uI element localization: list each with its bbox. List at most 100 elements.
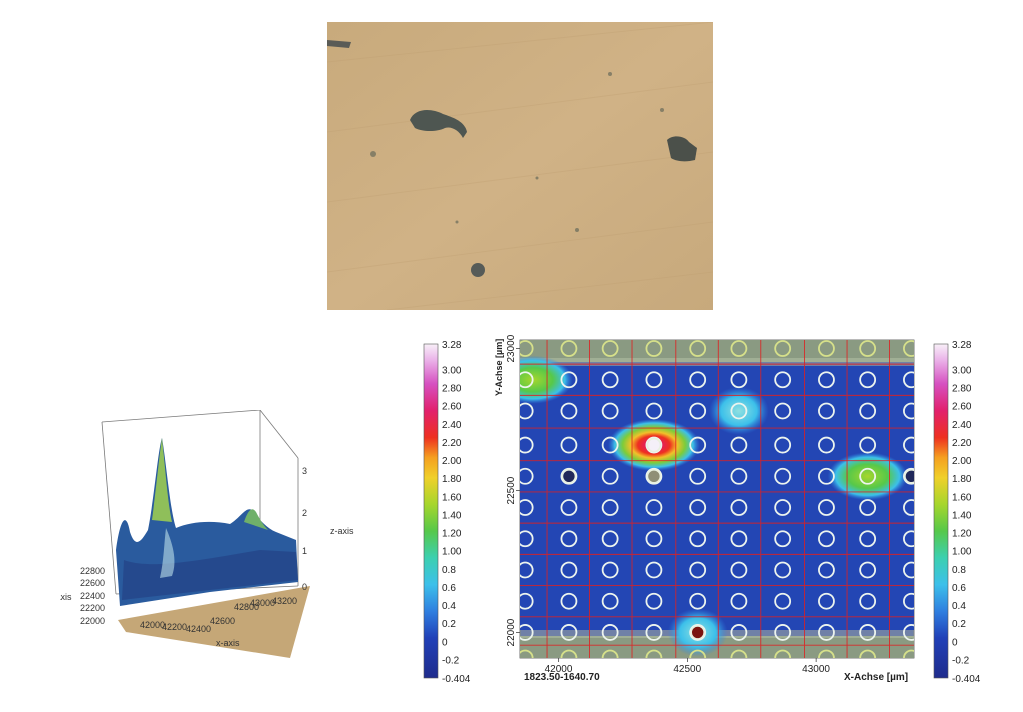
colorbar-label: 3.28 (952, 340, 972, 351)
colorbar-label: 0.6 (442, 583, 456, 594)
corner-readout: 1823.50-1640.70 (524, 672, 600, 683)
measurement-point (560, 371, 578, 389)
measurement-point (818, 561, 835, 579)
measurement-point (903, 467, 914, 485)
colorbar-label: -0.2 (952, 656, 970, 667)
measurement-point-filled (690, 625, 705, 640)
measurement-point (774, 340, 792, 357)
measurement-point (560, 340, 578, 357)
microscope-photo (327, 22, 713, 310)
measurement-point (689, 624, 707, 641)
colorbar-label: 0.4 (442, 601, 456, 612)
measurement-point (601, 340, 619, 357)
measurement-point (520, 371, 534, 389)
measurement-point (903, 530, 914, 548)
measurement-point (560, 561, 578, 579)
base-photo-plane (118, 586, 310, 658)
heatmap-hotspot (520, 355, 573, 404)
x-axis-label: X-Achse [µm] (844, 672, 908, 683)
measurement-point (601, 649, 619, 658)
measurement-point (859, 467, 877, 485)
x-tick-label: 43200 (272, 596, 297, 606)
colorbar-label: 2.20 (952, 438, 972, 449)
colorbar-label: 0 (952, 637, 958, 648)
colorbar-label: 1.80 (952, 474, 972, 485)
measurement-point (774, 436, 792, 454)
measurement-point-filled (561, 468, 577, 484)
colorbar-left (423, 343, 439, 679)
measurement-point (859, 561, 877, 579)
x-tick-label: 42000 (545, 664, 573, 675)
x-tick-label: 43000 (250, 598, 275, 608)
colorbar-label: -0.404 (442, 674, 471, 685)
measurement-point (560, 649, 578, 658)
heatmap-chart: 3.28 3.00 2.80 2.60 2.40 2.20 2.00 1.80 1.60 1.40… (423, 334, 981, 685)
measurement-point (859, 436, 877, 454)
y-tick-label: 22500 (506, 476, 517, 504)
measurement-point (520, 624, 534, 641)
measurement-point (859, 530, 877, 548)
measurement-point (730, 561, 748, 579)
measurement-point (520, 499, 534, 516)
measurement-point (601, 530, 619, 548)
measurement-point (730, 624, 748, 641)
colorbar-label: 2.60 (952, 402, 972, 413)
colorbar-label: 2.00 (952, 456, 972, 467)
measurement-point (730, 530, 748, 548)
measurement-point (689, 592, 707, 610)
heatmap-hotspot (827, 452, 908, 501)
measurement-point (645, 592, 663, 610)
z-tick-label: 2 (302, 508, 307, 518)
measurement-point (774, 371, 792, 389)
x-tick-label: 42000 (140, 620, 165, 630)
measurement-point (601, 467, 619, 485)
colorbar-label: 0.2 (442, 619, 456, 630)
y-tick-label: 22000 (506, 618, 517, 646)
measurement-point (818, 624, 835, 641)
x-tick-label: 43000 (802, 664, 830, 675)
measurement-point (730, 649, 748, 658)
measurement-point (689, 530, 707, 548)
colorbar-label: 1.20 (952, 529, 972, 540)
colorbar-label: 1.60 (442, 492, 462, 503)
colorbar-label: 0 (442, 637, 448, 648)
colorbar-label: 3.28 (442, 340, 462, 351)
y-tick-label: 22400 (80, 591, 105, 601)
measurement-point (560, 530, 578, 548)
colorbar-label: -0.2 (442, 656, 460, 667)
colorbar-label: 2.20 (442, 438, 462, 449)
measurement-point (774, 467, 792, 485)
measurement-point (730, 402, 748, 420)
measurement-point (520, 561, 534, 579)
measurement-point (645, 649, 663, 658)
measurement-point (520, 467, 534, 485)
colorbar-label: 2.80 (952, 384, 972, 395)
measurement-point-filled (646, 437, 662, 453)
measurement-point (645, 624, 663, 641)
measurement-point (859, 624, 877, 641)
colorbar-label: 1.00 (442, 547, 462, 558)
measurement-point (859, 402, 877, 420)
z-tick-label: 0 (302, 582, 307, 592)
measurement-point (903, 340, 914, 357)
y-tick-label: 22200 (80, 603, 105, 613)
x-axis-label: x-axis (216, 638, 240, 648)
measurement-point (818, 436, 835, 454)
colorbar-label: 2.60 (442, 402, 462, 413)
colorbar-label: 3.00 (952, 365, 972, 376)
colorbar-label: 2.80 (442, 384, 462, 395)
colorbar-label: 1.20 (442, 529, 462, 540)
y-axis-label: y-axis (60, 592, 72, 602)
measurement-point (730, 371, 748, 389)
measurement-point (730, 499, 748, 516)
y-tick-label: 22000 (80, 616, 105, 626)
measurement-point (774, 624, 792, 641)
colorbar-label: 1.40 (442, 510, 462, 521)
measurement-point (903, 499, 914, 516)
measurement-point (520, 592, 534, 610)
measurement-point (601, 624, 619, 641)
measurement-point (560, 624, 578, 641)
measurement-point-filled (904, 468, 914, 484)
measurement-point (601, 371, 619, 389)
measurement-point (818, 340, 835, 357)
